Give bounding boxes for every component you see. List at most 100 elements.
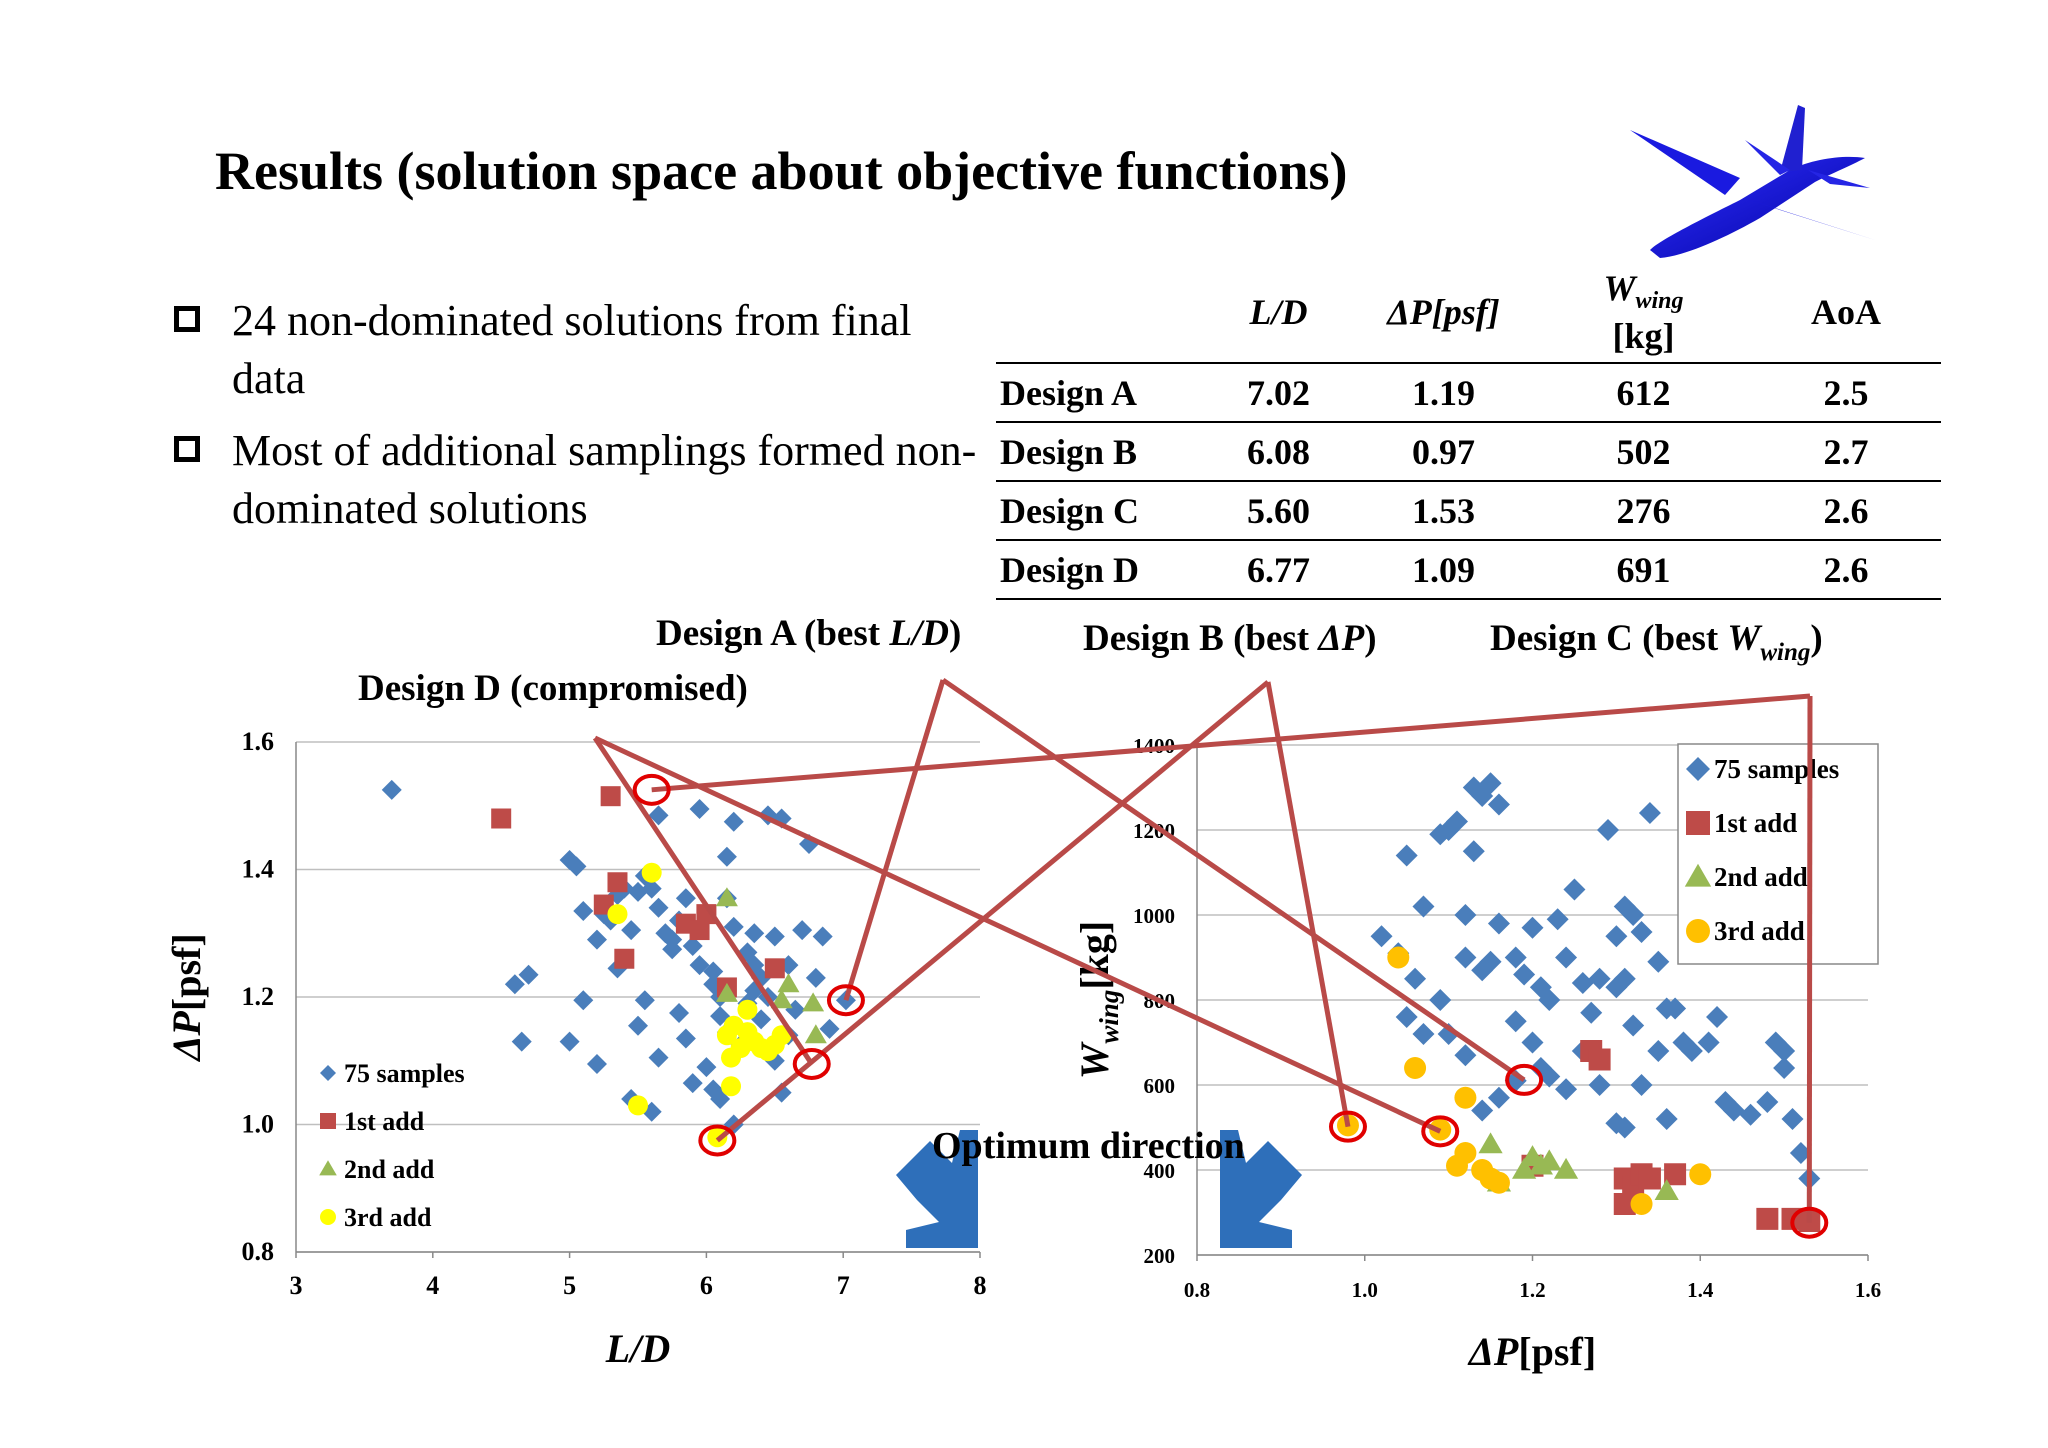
data-point <box>1563 878 1586 901</box>
data-point <box>1638 802 1661 824</box>
connector-design-c <box>1806 695 1813 1223</box>
row-design-name: Design C <box>1000 490 1140 531</box>
data-point <box>504 974 525 995</box>
y-axis-title-sub: wing <box>1094 990 1124 1044</box>
data-point <box>721 1047 742 1068</box>
data-point <box>1647 1040 1670 1062</box>
cell-dp: 0.97 <box>1412 431 1475 472</box>
data-point <box>737 999 758 1020</box>
data-point <box>1454 946 1477 969</box>
data-point <box>689 798 710 819</box>
bullet-list: 24 non-dominated solutions from final da… <box>170 292 990 552</box>
data-point <box>1613 967 1636 990</box>
optimum-direction-label: Optimum direction <box>932 1125 1245 1167</box>
data-point <box>586 929 607 950</box>
cell-aoa: 2.6 <box>1823 490 1869 531</box>
data-point <box>1638 1167 1661 1190</box>
data-point <box>812 926 833 947</box>
data-point <box>771 1082 792 1103</box>
y-axis-title-unit: [psf] <box>164 933 209 1011</box>
data-point <box>648 1047 669 1068</box>
highlight-design-d <box>1421 1115 1460 1148</box>
data-point <box>721 1076 742 1097</box>
data-point <box>1630 921 1653 943</box>
design-d-label: Design D (compromised) <box>358 668 748 709</box>
data-point <box>682 936 703 956</box>
data-point <box>1756 1091 1779 1113</box>
table-row: Design A 7.02 1.19 612 2.5 <box>996 363 1941 422</box>
y-tick-label: 1.0 <box>242 1110 275 1139</box>
legend-label: 1st add <box>344 1107 425 1136</box>
series-2nd-add <box>715 887 827 1044</box>
row-design-name: Design D <box>1000 549 1140 590</box>
data-point <box>491 808 512 829</box>
connector-design-a <box>843 679 946 1001</box>
table-row: Design D 6.77 1.09 691 2.6 <box>996 540 1941 599</box>
x-tick-label: 3 <box>290 1271 303 1300</box>
design-b-label: Design B (best ΔP) <box>1083 618 1377 659</box>
data-point <box>777 973 800 993</box>
x-axis-title: ΔP[psf] <box>1467 1329 1596 1374</box>
row-design-name: Design B <box>1000 431 1138 472</box>
cell-dp: 1.53 <box>1412 490 1475 531</box>
data-point <box>614 948 635 969</box>
data-point <box>1689 1163 1712 1186</box>
data-point <box>802 992 825 1012</box>
highlight-circles <box>632 773 1829 1239</box>
legend-marker <box>1684 863 1712 887</box>
highlight-design-b <box>1328 1110 1367 1143</box>
data-point <box>566 856 587 877</box>
data-point <box>1395 844 1418 867</box>
data-point <box>648 897 669 918</box>
data-point <box>1613 1116 1636 1139</box>
cell-wwing: 612 <box>1616 372 1671 413</box>
data-point <box>600 786 621 807</box>
data-point <box>634 990 655 1011</box>
data-point <box>559 1031 580 1052</box>
cell-aoa: 2.5 <box>1823 372 1869 413</box>
data-point <box>641 878 662 899</box>
data-point <box>628 1015 648 1036</box>
data-point <box>682 1073 703 1094</box>
data-point <box>1781 1108 1804 1130</box>
y-tick-label: 1.6 <box>242 727 275 756</box>
data-point <box>716 846 737 867</box>
data-point <box>1588 1048 1611 1071</box>
legend-box <box>1677 743 1879 965</box>
data-point <box>715 887 738 907</box>
data-point <box>1404 1057 1427 1079</box>
data-point <box>744 923 765 944</box>
data-point <box>1454 1044 1477 1067</box>
legend: 75 samples 1st add 2nd add 3rd add <box>319 1059 465 1232</box>
bullet-text: Most of additional samplings formed non-… <box>232 426 977 533</box>
x-tick-label: 1.4 <box>1687 1278 1714 1302</box>
design-table: L/D ΔP[psf] Wwing [kg] AoA Design A 7.02… <box>996 262 1941 600</box>
data-point <box>1404 967 1427 990</box>
data-point <box>1654 1179 1679 1201</box>
data-point <box>1596 819 1619 841</box>
cell-ld: 5.60 <box>1247 490 1310 531</box>
data-point <box>703 961 724 982</box>
connector-design-d <box>592 736 814 1066</box>
y-axis-title: ΔP[psf] <box>164 933 209 1062</box>
data-point <box>662 939 683 960</box>
data-point <box>1588 1074 1611 1096</box>
connector-lines <box>592 677 1813 1223</box>
data-point <box>804 1024 827 1044</box>
data-point <box>764 926 785 947</box>
data-point <box>689 955 710 976</box>
legend-marker <box>1686 919 1710 943</box>
data-point <box>573 990 594 1011</box>
data-point <box>1529 1057 1552 1079</box>
bullet-text: 24 non-dominated solutions from final da… <box>232 296 912 403</box>
legend-marker <box>1686 811 1710 835</box>
y-axis-title-var: W <box>1072 1041 1117 1079</box>
data-point <box>1555 1078 1578 1101</box>
right-scatter-chart: 2004006008001000120014000.81.01.21.41.6Δ… <box>1072 734 1881 1374</box>
row-design-name: Design A <box>1000 372 1138 413</box>
data-point <box>628 1095 648 1116</box>
x-tick-label: 1.2 <box>1519 1278 1545 1302</box>
table-header-row: L/D ΔP[psf] Wwing [kg] AoA <box>996 262 1941 363</box>
y-tick-label: 0.8 <box>242 1237 275 1266</box>
data-point <box>1605 925 1628 948</box>
